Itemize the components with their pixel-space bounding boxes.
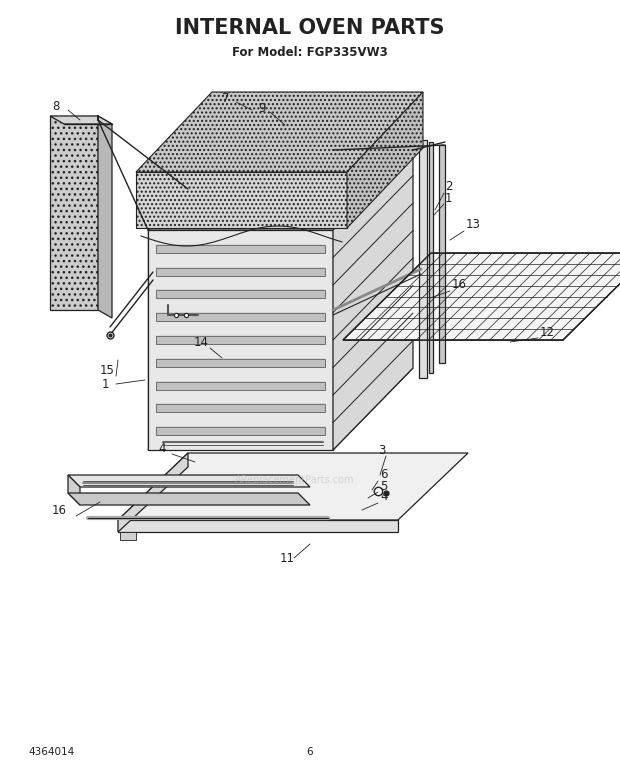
- Text: 16: 16: [452, 278, 467, 292]
- Text: 1: 1: [102, 378, 110, 390]
- Text: 4: 4: [380, 490, 388, 504]
- Text: For Model: FGP335VW3: For Model: FGP335VW3: [232, 45, 388, 59]
- Text: 4: 4: [158, 442, 166, 454]
- Text: 14: 14: [194, 335, 209, 349]
- Text: 11: 11: [280, 551, 295, 565]
- Text: 15: 15: [100, 364, 115, 376]
- Polygon shape: [118, 453, 468, 520]
- Polygon shape: [156, 290, 325, 299]
- Text: 7: 7: [222, 91, 229, 105]
- Polygon shape: [156, 267, 325, 275]
- Polygon shape: [68, 493, 310, 505]
- Polygon shape: [68, 475, 310, 487]
- Polygon shape: [118, 520, 398, 532]
- Polygon shape: [136, 172, 347, 228]
- Polygon shape: [156, 404, 325, 412]
- Polygon shape: [347, 92, 423, 228]
- Polygon shape: [156, 314, 325, 321]
- Polygon shape: [439, 145, 445, 363]
- Polygon shape: [148, 148, 228, 450]
- Polygon shape: [148, 230, 333, 450]
- Polygon shape: [429, 142, 433, 373]
- Polygon shape: [50, 116, 98, 310]
- Text: 6: 6: [307, 747, 313, 757]
- Text: 9: 9: [258, 102, 265, 114]
- Polygon shape: [148, 368, 413, 450]
- Polygon shape: [343, 253, 620, 340]
- Polygon shape: [136, 92, 423, 172]
- Text: 5: 5: [380, 479, 388, 493]
- Text: AReplacementParts.com: AReplacementParts.com: [235, 475, 355, 485]
- Polygon shape: [333, 148, 413, 450]
- Text: 6: 6: [380, 468, 388, 482]
- Polygon shape: [50, 116, 112, 124]
- Polygon shape: [156, 245, 325, 253]
- Text: 2: 2: [445, 181, 453, 193]
- Text: 12: 12: [540, 325, 555, 339]
- Polygon shape: [419, 140, 427, 378]
- Polygon shape: [148, 148, 413, 230]
- Text: INTERNAL OVEN PARTS: INTERNAL OVEN PARTS: [175, 18, 445, 38]
- Text: 8: 8: [52, 99, 60, 113]
- Text: 13: 13: [466, 218, 481, 231]
- Polygon shape: [156, 427, 325, 436]
- Polygon shape: [156, 359, 325, 367]
- Polygon shape: [118, 453, 188, 532]
- Text: 4364014: 4364014: [28, 747, 74, 757]
- Polygon shape: [68, 475, 80, 505]
- Polygon shape: [156, 336, 325, 344]
- Text: 1: 1: [445, 192, 453, 205]
- Polygon shape: [156, 382, 325, 389]
- Text: 16: 16: [52, 504, 67, 516]
- Polygon shape: [98, 116, 112, 318]
- Text: 3: 3: [378, 443, 386, 457]
- Polygon shape: [120, 532, 136, 540]
